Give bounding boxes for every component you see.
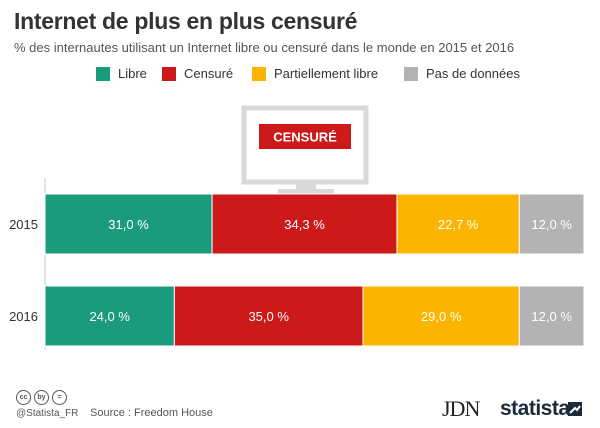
chart: CENSURÉ 2015 31,0 % 34,3 % 22,7 % 12,0 % 2016… — [9, 105, 585, 350]
monitor-label: CENSURÉ — [273, 130, 337, 145]
legend-swatch-libre — [96, 66, 110, 81]
bar-2015-series-1 — [211, 193, 398, 255]
cc-icon: cc — [16, 390, 31, 405]
by-icon: by — [34, 390, 49, 405]
monitor-label-box — [259, 124, 351, 149]
license-icons: cc by = — [16, 390, 67, 405]
chart-title: Internet de plus en plus censuré — [14, 8, 358, 34]
legend-item-partiellement-libre: Partiellement libre — [252, 66, 378, 81]
source-note: Source : Freedom House — [90, 407, 213, 419]
data-label-2015-series-2: 22,7 % — [438, 217, 479, 232]
legend-swatch-partiellement-libre — [252, 66, 266, 81]
chart-subtitle: % des internautes utilisant un Internet … — [14, 40, 515, 55]
data-label-2015-series-1: 34,3 % — [284, 217, 325, 232]
legend-label-libre: Libre — [118, 66, 147, 81]
monitor-neck — [296, 182, 316, 190]
bar-2016-series-2 — [362, 285, 520, 347]
bar-2016-series-3 — [518, 285, 585, 347]
category-label-2015: 2015 — [9, 217, 38, 232]
nd-icon: = — [52, 390, 67, 405]
legend-swatch-censure — [162, 66, 176, 81]
legend-label-censure: Censuré — [184, 66, 234, 81]
bar-2015-series-2 — [396, 193, 520, 255]
data-label-2015-series-3: 12,0 % — [531, 217, 572, 232]
monitor-stand — [278, 189, 334, 194]
bar-2016-series-0 — [44, 285, 175, 347]
jdn-logo: JDN — [442, 396, 480, 421]
legend-label-partiellement-libre: Partiellement libre — [274, 66, 379, 81]
data-label-2016-series-3: 12,0 % — [531, 309, 572, 324]
statista-logo-icon — [568, 402, 582, 416]
bar-2015-series-3 — [518, 193, 585, 255]
statista-handle: @Statista_FR — [16, 408, 79, 419]
legend-swatch-pas-de-donnees — [404, 66, 418, 81]
data-label-2015-series-0: 31,0 % — [108, 217, 149, 232]
data-label-2016-series-2: 29,0 % — [421, 309, 462, 324]
legend: Libre Censuré Partiellement libre Pas de… — [0, 66, 600, 86]
legend-item-censure: Censuré — [162, 66, 233, 81]
legend-item-pas-de-donnees: Pas de données — [404, 66, 520, 81]
legend-item-libre: Libre — [96, 66, 147, 81]
bar-2015-series-0 — [44, 193, 213, 255]
legend-label-pas-de-donnees: Pas de données — [426, 66, 520, 81]
category-label-2016: 2016 — [9, 309, 38, 324]
data-label-2016-series-0: 24,0 % — [89, 309, 130, 324]
statista-logo: statista — [500, 397, 570, 420]
data-label-2016-series-1: 35,0 % — [248, 309, 289, 324]
monitor-icon: CENSURÉ — [241, 105, 369, 194]
bars-group: 2015 31,0 % 34,3 % 22,7 % 12,0 % 2016 24,0 % 35… — [9, 193, 585, 347]
bar-2016-series-1 — [173, 285, 364, 347]
